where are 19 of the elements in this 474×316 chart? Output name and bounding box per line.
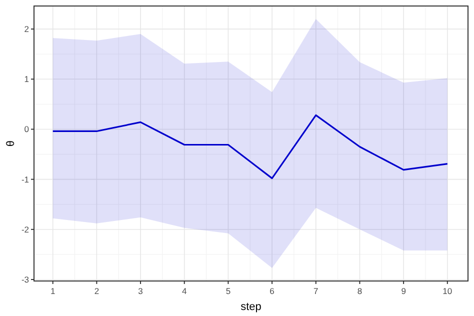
- x-tick-label: 10: [442, 286, 452, 296]
- x-tick-label: 2: [94, 286, 100, 296]
- x-axis-title: step: [240, 301, 262, 313]
- x-tick-label: 9: [401, 286, 406, 296]
- line-series: [52, 114, 448, 180]
- y-tick-label: 0: [24, 124, 30, 134]
- y-axis-title: θ: [5, 140, 17, 147]
- x-tick-label: 3: [138, 286, 144, 296]
- x-tick-label: 6: [270, 286, 275, 296]
- x-tick-label: 8: [357, 286, 362, 296]
- y-tick-label: 2: [24, 24, 30, 34]
- y-tick-label: -1: [21, 174, 30, 184]
- x-tick-label: 5: [226, 286, 231, 296]
- y-tick-label: -2: [21, 224, 30, 234]
- x-tick-label: 7: [314, 286, 319, 296]
- y-tick-label: -3: [21, 274, 30, 284]
- y-tick-label: 1: [24, 74, 30, 84]
- x-tick-label: 1: [50, 286, 56, 296]
- x-tick-label: 4: [182, 286, 187, 296]
